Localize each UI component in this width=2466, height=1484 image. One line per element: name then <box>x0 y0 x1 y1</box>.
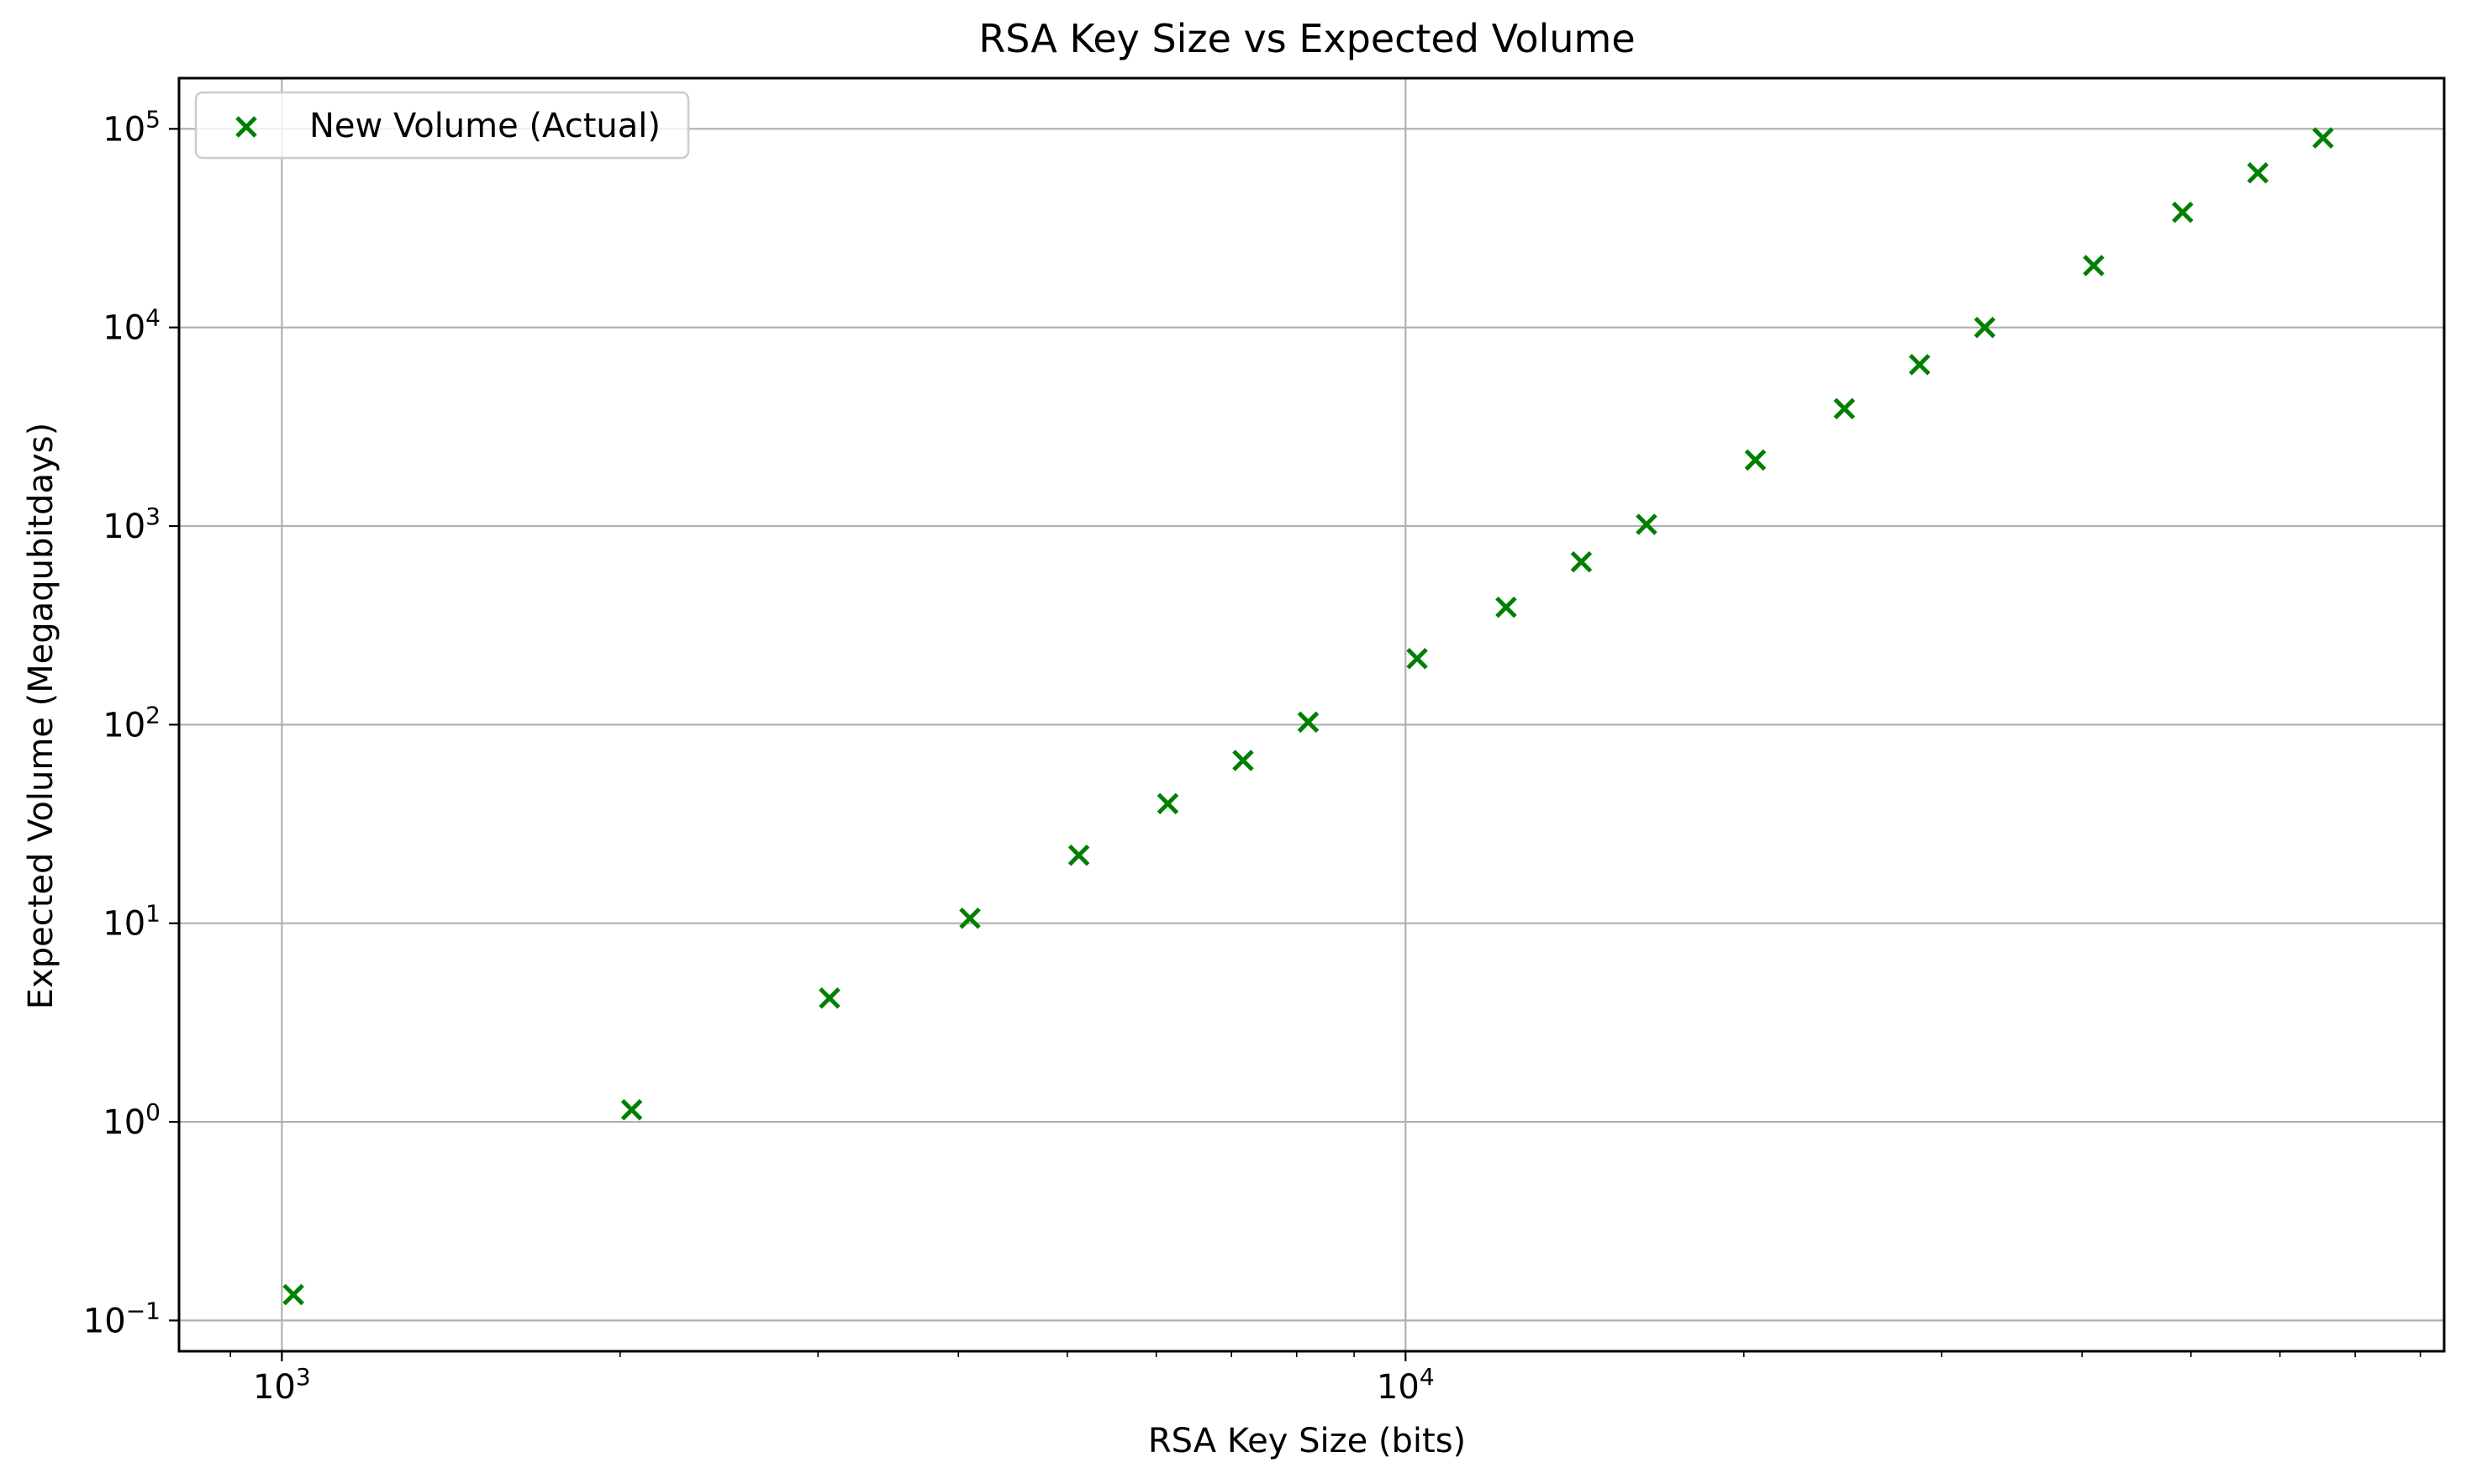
y-tick-label: 101 <box>103 900 161 944</box>
y-tick-label: 100 <box>103 1098 161 1142</box>
x-tick-label: 104 <box>1377 1363 1435 1407</box>
y-tick-label: 105 <box>103 105 161 149</box>
y-tick-label: 104 <box>103 304 161 348</box>
data-point <box>1406 648 1428 670</box>
chart-title: RSA Key Size vs Expected Volume <box>978 16 1635 61</box>
legend-marker <box>235 116 257 138</box>
legend-box <box>194 91 690 160</box>
data-point <box>1636 513 1657 535</box>
data-point <box>2083 255 2105 276</box>
data-point <box>1973 316 1996 339</box>
legend: New Volume (Actual) <box>194 91 690 160</box>
data-point <box>959 907 981 929</box>
data-point <box>1570 550 1593 573</box>
data-point <box>2247 161 2269 184</box>
data-point <box>1297 711 1320 734</box>
data-point <box>819 987 840 1009</box>
data-point <box>1067 845 1090 866</box>
y-axis-label: Expected Volume (Megaqubitdays) <box>22 423 61 1009</box>
y-tick-label: 102 <box>103 701 161 745</box>
data-point <box>1744 449 1767 471</box>
data-point <box>1157 792 1179 815</box>
data-points <box>282 127 2334 1306</box>
y-tick-label: 10−1 <box>83 1297 161 1340</box>
x-axis-label: RSA Key Size (bits) <box>1148 1422 1466 1460</box>
data-point <box>1495 596 1517 618</box>
data-point <box>1833 397 1856 420</box>
y-tick-label: 103 <box>103 503 161 546</box>
axis-ticks: 103 104 10−1 100 101 102 103 104 105 <box>83 105 2421 1407</box>
data-point <box>620 1098 643 1121</box>
data-point <box>2312 127 2334 149</box>
data-point <box>282 1283 304 1306</box>
plot-frame <box>177 76 2446 1353</box>
data-point <box>1909 354 1931 376</box>
x-tick-label: 103 <box>253 1363 311 1407</box>
data-point <box>1232 750 1254 771</box>
legend-label: New Volume (Actual) <box>309 107 661 145</box>
data-point <box>2172 201 2194 224</box>
